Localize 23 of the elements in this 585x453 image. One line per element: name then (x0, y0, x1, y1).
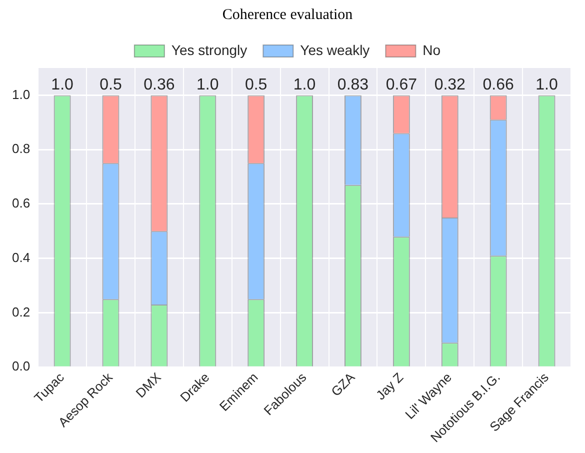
x-tick-label: GZA (328, 369, 358, 400)
annotation: 0.83 (337, 76, 369, 94)
annotation: 0.5 (100, 76, 122, 94)
y-tick-label: 0.0 (12, 358, 30, 374)
annotation: 1.0 (536, 76, 558, 94)
y-tick-label: 0.8 (12, 141, 30, 156)
chart-title: Coherence evaluation (222, 6, 354, 23)
y-tick-label: 0.6 (12, 196, 30, 211)
annotation: 0.36 (144, 76, 175, 94)
legend-label: No (422, 42, 441, 58)
legend-label: Yes weakly (300, 42, 370, 58)
legend-label: Yes strongly (171, 42, 248, 58)
x-tick-label: Jay Z (372, 370, 406, 403)
annotation: 0.5 (244, 76, 268, 94)
annotation: 1.0 (293, 76, 316, 94)
annotation: 0.67 (386, 76, 418, 94)
y-tick-label: 0.4 (12, 250, 30, 265)
annotation: 1.0 (196, 76, 219, 94)
annotation: 0.66 (482, 76, 514, 94)
y-tick-label: 0.2 (12, 304, 30, 320)
annotation: 0.32 (434, 76, 466, 94)
y-tick-label: 1.0 (12, 86, 30, 102)
annotation: 1.0 (51, 76, 74, 94)
